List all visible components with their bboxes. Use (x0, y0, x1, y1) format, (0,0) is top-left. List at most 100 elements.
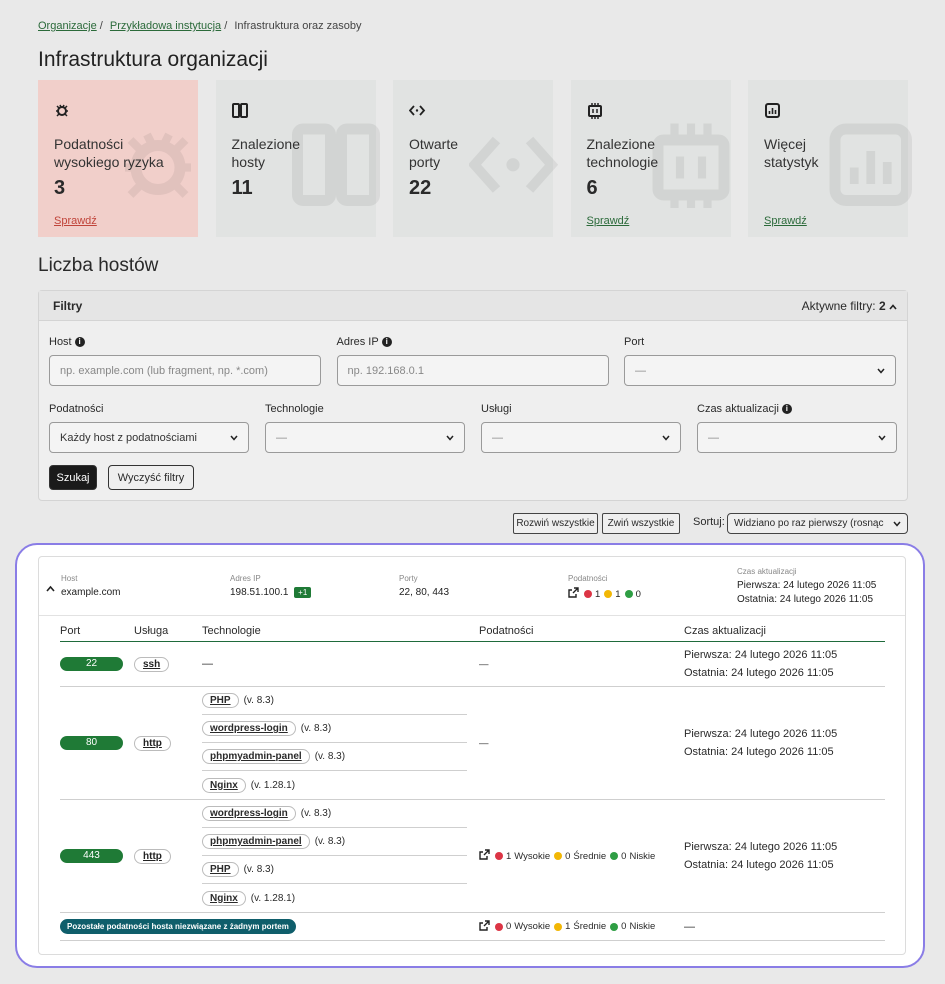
expand-all[interactable]: Rozwiń wszystkie (513, 513, 598, 534)
severity-label: Średnie (573, 850, 607, 862)
breadcrumb-link[interactable]: Przykładowa instytucja (109, 20, 222, 32)
technology-tag[interactable]: Nginx (202, 890, 246, 906)
filter-field: Czas aktualizacji i — (697, 402, 897, 453)
select-box[interactable]: — (624, 355, 896, 386)
summary-label: Czas aktualizacji (737, 567, 797, 576)
summary-label: Porty (399, 574, 418, 583)
card-link[interactable]: Sprawdź (586, 215, 630, 227)
field-label-row: Port (624, 335, 896, 349)
table-row: 22 ssh — — Pierwsza: 24 lutego 2026 11:05 Ost… (60, 642, 885, 687)
select-box[interactable]: Każdy host z podatnościami (49, 422, 249, 453)
ports-table: Port Usługa Technologie Podatności Czas aktu… (60, 620, 885, 941)
search-button[interactable]: Szukaj (49, 465, 97, 490)
technology-tag[interactable]: PHP (202, 693, 239, 708)
field-label: Host (49, 336, 72, 348)
external-link-icon-svg (568, 587, 579, 598)
divider (39, 615, 905, 616)
collapse-chevron[interactable] (46, 585, 55, 592)
technology-tag[interactable]: wordpress-login (202, 721, 296, 736)
select-chevron (662, 432, 670, 444)
card-link[interactable]: Sprawdź (54, 215, 97, 227)
severity-count: 0 (506, 921, 512, 932)
vulns-cell: — (479, 659, 684, 670)
input-box[interactable]: np. example.com (lub fragment, np. *.com… (49, 355, 321, 386)
clear-button[interactable]: Wyczyść filtry (108, 465, 194, 490)
stat-card: Znalezione hosty 11 (215, 80, 380, 237)
stat-card: Znalezione technologie 6 Sprawdź (570, 80, 731, 237)
select-box[interactable]: — (481, 422, 681, 453)
empty-dash: — (202, 658, 213, 670)
host-ip: 198.51.100.1 +1 (230, 587, 312, 598)
filter-field: Podatności Każdy host z podatnościami (49, 402, 249, 453)
severity-count: 0 (621, 850, 627, 862)
card-label-line: Otwarte (409, 136, 459, 152)
field-label-row: Technologie (265, 402, 465, 416)
technology-item: phpmyadmin-panel (v. 8.3) (202, 828, 467, 856)
card-icon (54, 102, 71, 125)
sort-label: Sortuj: (693, 516, 725, 528)
select-box[interactable]: — (265, 422, 465, 453)
technology-item: phpmyadmin-panel (v. 8.3) (202, 743, 467, 771)
section-title: Liczba hostów (38, 255, 159, 276)
card-link[interactable]: Sprawdź (764, 215, 807, 227)
input-placeholder: np. 192.168.0.1 (347, 364, 424, 377)
breadcrumb-link[interactable]: Organizacje (38, 20, 97, 32)
technology-version: (v. 8.3) (243, 695, 274, 706)
severity-dot (554, 922, 563, 931)
time-last: Ostatnia: 24 lutego 2026 11:05 (684, 859, 834, 871)
filter-field: Technologie — (265, 402, 465, 453)
time-last: Ostatnia: 24 lutego 2026 11:05 (684, 746, 834, 758)
service-pill[interactable]: ssh (134, 656, 170, 672)
card-icon (408, 102, 426, 125)
host-vulns: 1 1 0 (568, 587, 641, 601)
breadcrumb-separator: / (224, 20, 228, 32)
card-bg-icon-svg (652, 123, 729, 212)
service-pill[interactable]: http (134, 848, 171, 864)
field-label-row: Usługi (481, 402, 681, 416)
external-link-icon-svg (479, 849, 490, 860)
service-cell: http (134, 735, 202, 751)
select-value: — (492, 431, 503, 444)
select-chevron (446, 432, 454, 444)
severity-count: 1 (565, 921, 571, 932)
filter-field: Adres IP i np. 192.168.0.1 (336, 335, 609, 386)
card-bg-icon (114, 118, 204, 213)
empty-dash: — (479, 737, 489, 749)
card-bg-icon (467, 118, 559, 213)
port-cell: 443 (60, 849, 134, 863)
select-box[interactable]: — (697, 422, 897, 453)
card-bg-icon (647, 118, 737, 213)
filters-header[interactable]: Filtry Aktywne filtry: 2 (39, 291, 907, 321)
input-box[interactable]: np. 192.168.0.1 (336, 355, 609, 386)
sort-value: Widziano po raz pierwszy (rosnąco (734, 518, 884, 529)
technology-version: (v. 1.28.1) (250, 779, 296, 791)
column-header: Podatności (479, 624, 534, 637)
card-label-line: wysokiego ryzyka (54, 154, 164, 170)
technology-item: Nginx (v. 1.28.1) (202, 884, 467, 912)
select-value: — (635, 364, 646, 377)
technology-tag[interactable]: phpmyadmin-panel (202, 749, 310, 764)
technology-version: (v. 8.3) (300, 723, 332, 734)
technologies-cell: — (202, 658, 479, 670)
severity-dot (584, 590, 592, 598)
service-pill[interactable]: http (134, 735, 171, 751)
sort-select[interactable]: Widziano po raz pierwszy (rosnąco (727, 513, 908, 534)
card-icon-svg (408, 105, 426, 116)
collapse-all[interactable]: Zwiń wszystkie (602, 513, 680, 534)
time-first: Pierwsza: 24 lutego 2026 11:05 (684, 649, 838, 661)
filters-panel: Filtry Aktywne filtry: 2 Host i np. exampl… (38, 290, 908, 501)
select-chevron (878, 432, 886, 444)
technology-tag[interactable]: PHP (202, 862, 239, 877)
select-value: Każdy host z podatnościami (60, 431, 197, 444)
technology-tag[interactable]: phpmyadmin-panel (202, 834, 310, 849)
breadcrumb-separator: / (99, 20, 103, 32)
technology-tag[interactable]: wordpress-login (202, 806, 296, 821)
time-cell: Pierwsza: 24 lutego 2026 11:05 Ostatnia: … (684, 838, 885, 874)
severity-label: Wysokie (514, 921, 551, 932)
technology-tag[interactable]: Nginx (202, 777, 246, 793)
technology-item: wordpress-login (v. 8.3) (202, 800, 467, 828)
service-cell: ssh (134, 656, 202, 672)
table-header: Port Usługa Technologie Podatności Czas aktu… (60, 620, 885, 642)
input-placeholder: np. example.com (lub fragment, np. *.com… (60, 364, 268, 377)
